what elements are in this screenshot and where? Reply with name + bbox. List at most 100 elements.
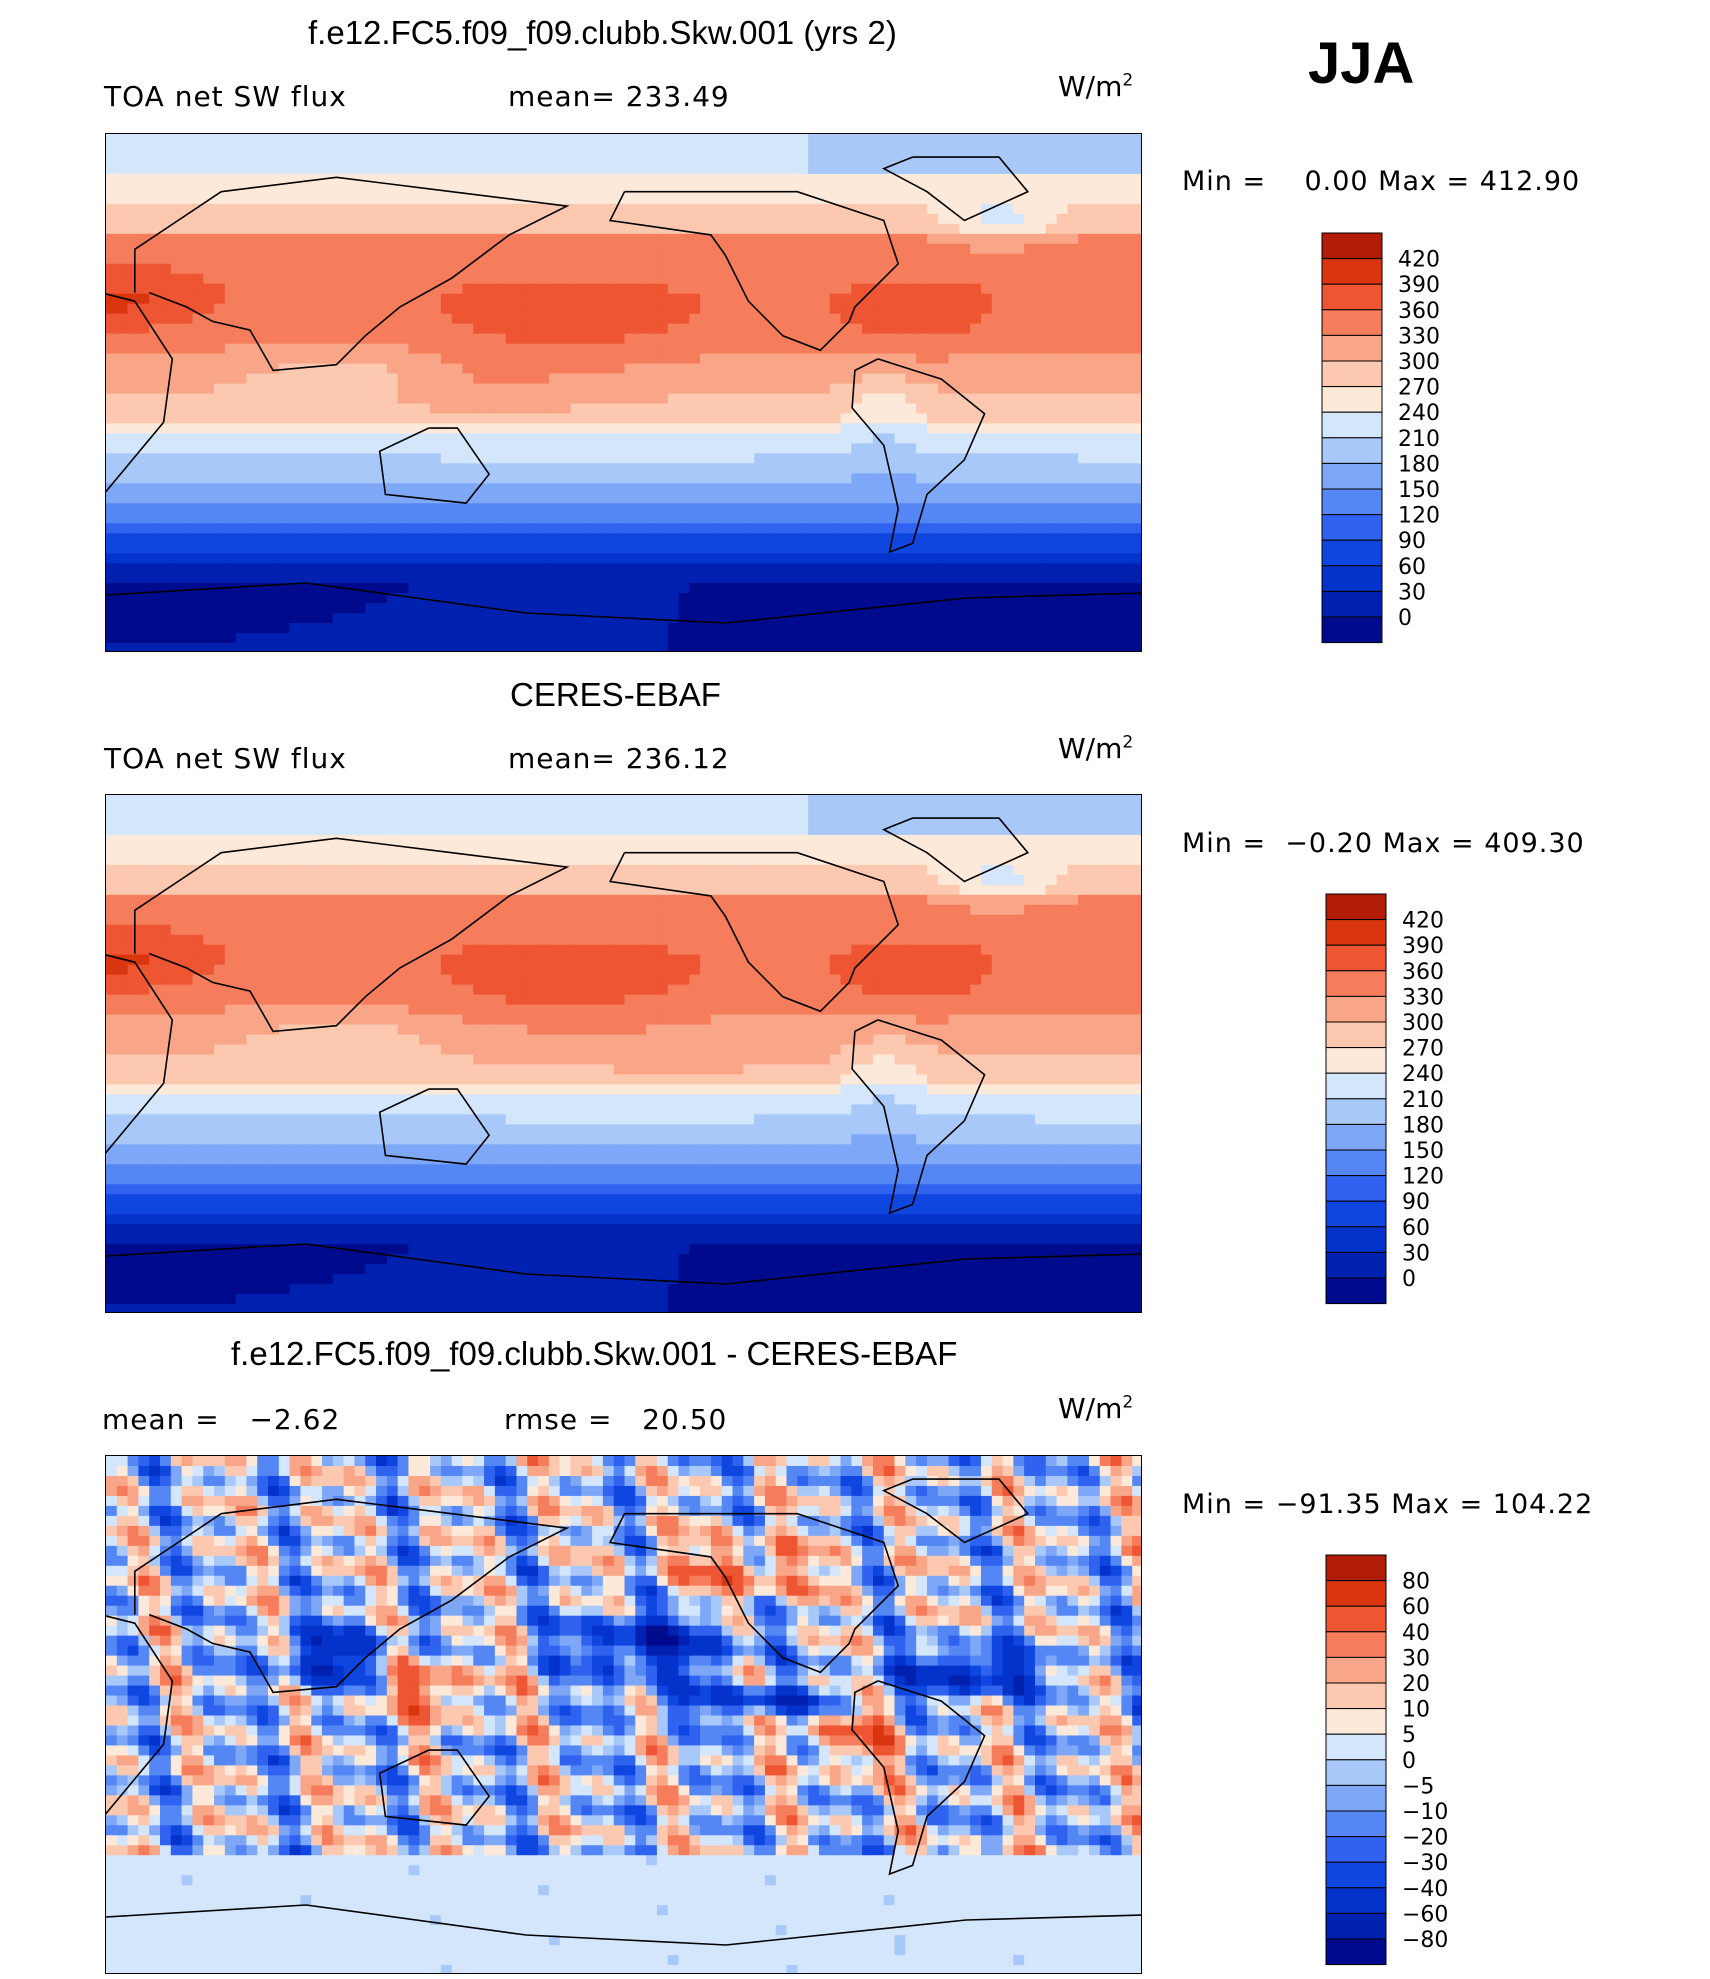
map-cell: [667, 283, 680, 295]
map-cell: [451, 633, 464, 644]
map-cell: [602, 513, 615, 524]
map-cell: [700, 293, 712, 305]
panel-1-variable-label: TOA net SW flux: [104, 80, 347, 113]
map-cell: [570, 233, 582, 245]
map-cell: [721, 173, 734, 185]
map-cell: [170, 553, 183, 564]
map-cell: [829, 163, 842, 175]
map-cell: [419, 213, 431, 225]
map-cell: [268, 433, 280, 444]
map-cell: [764, 323, 777, 335]
map-cell: [678, 353, 690, 365]
map-cell: [1045, 303, 1058, 315]
map-cell: [818, 233, 831, 245]
map-cell: [646, 393, 658, 405]
map-cell: [937, 623, 950, 634]
map-cell: [505, 333, 518, 345]
map-cell: [235, 423, 248, 435]
map-cell: [138, 173, 150, 185]
map-cell: [1121, 313, 1133, 325]
map-cell: [430, 523, 442, 534]
map-cell: [494, 223, 507, 235]
map-cell: [494, 563, 507, 574]
map-cell: [1121, 243, 1133, 255]
map-cell: [624, 403, 636, 415]
map-cell: [710, 633, 723, 644]
map-cell: [354, 353, 366, 365]
map-cell: [732, 353, 744, 365]
map-cell: [775, 583, 788, 594]
map-cell: [127, 203, 139, 215]
map-cell: [224, 193, 237, 205]
map-cell: [883, 553, 896, 564]
map-cell: [926, 533, 939, 544]
map-cell: [656, 243, 669, 255]
map-cell: [602, 553, 615, 564]
map-cell: [905, 613, 917, 624]
map-cell: [851, 333, 863, 345]
map-cell: [559, 413, 572, 425]
map-cell: [278, 353, 291, 365]
map-cell: [246, 134, 258, 145]
map-cell: [527, 213, 539, 225]
map-cell: [538, 333, 550, 345]
map-cell: [246, 223, 258, 235]
map-cell: [667, 243, 680, 255]
map-cell: [872, 393, 885, 405]
map-cell: [343, 213, 356, 225]
map-cell: [818, 153, 831, 165]
map-cell: [1024, 363, 1036, 375]
map-cell: [840, 383, 852, 395]
map-cell: [268, 463, 280, 474]
map-cell: [656, 643, 669, 651]
map-cell: [116, 403, 129, 415]
map-cell: [127, 523, 139, 534]
map-cell: [1121, 223, 1133, 235]
map-cell: [440, 463, 453, 474]
map-cell: [678, 373, 690, 385]
map-cell: [538, 633, 550, 644]
map-cell: [818, 523, 831, 534]
map-cell: [116, 323, 129, 335]
map-cell: [332, 263, 345, 275]
map-cell: [613, 573, 626, 584]
map-cell: [851, 293, 863, 305]
map-cell: [1056, 433, 1068, 444]
map-cell: [937, 323, 950, 335]
map-cell: [646, 143, 658, 155]
map-cell: [332, 543, 345, 554]
map-cell: [1056, 413, 1068, 425]
map-cell: [613, 134, 626, 145]
map-cell: [1002, 433, 1014, 444]
map-cell: [1034, 603, 1047, 614]
map-cell: [894, 343, 906, 355]
map-cell: [721, 163, 734, 175]
map-cell: [462, 503, 474, 514]
map-cell: [894, 183, 906, 195]
map-cell: [473, 533, 485, 544]
map-cell: [516, 413, 528, 425]
map-cell: [764, 173, 777, 185]
map-cell: [775, 163, 788, 175]
map-cell: [1078, 523, 1090, 534]
map-cell: [440, 393, 453, 405]
map-cell: [1045, 483, 1058, 494]
map-cell: [851, 433, 863, 444]
map-cell: [1056, 193, 1068, 205]
map-cell: [246, 363, 258, 375]
map-cell: [106, 273, 118, 285]
map-cell: [980, 523, 993, 534]
map-cell: [192, 633, 204, 644]
map-cell: [548, 303, 561, 315]
map-cell: [862, 373, 874, 385]
map-cell: [926, 383, 939, 395]
map-cell: [462, 273, 474, 285]
map-cell: [678, 233, 690, 245]
map-cell: [829, 633, 842, 644]
map-cell: [862, 223, 874, 235]
map-cell: [581, 373, 593, 385]
map-cell: [300, 543, 312, 554]
map-cell: [624, 603, 636, 614]
map-cell: [376, 193, 388, 205]
map-cell: [451, 293, 464, 305]
